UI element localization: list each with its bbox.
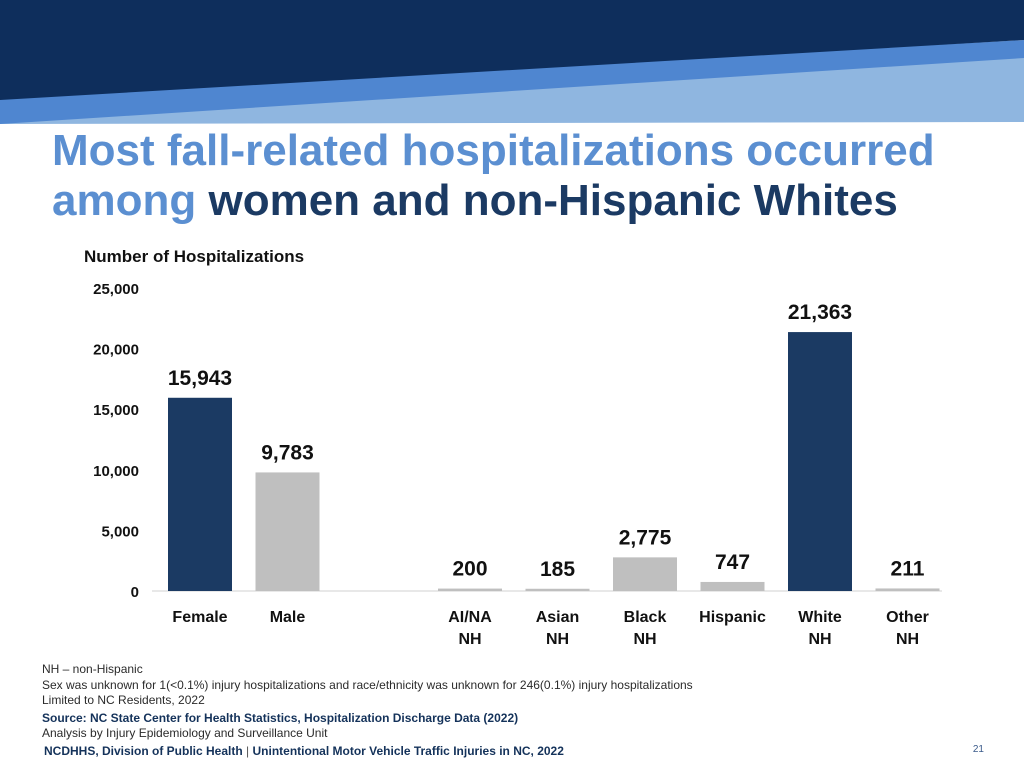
footer-org: NCDHHS, Division of Public Health — [44, 744, 243, 758]
bar-white-nh — [788, 332, 852, 591]
y-tick-label: 10,000 — [93, 463, 139, 480]
header-banner — [0, 0, 1024, 124]
banner-dark-band — [0, 0, 1024, 100]
category-label: NH — [633, 631, 656, 648]
category-label: NH — [458, 631, 481, 648]
bar-hispanic — [700, 581, 765, 591]
value-labels-group: 15,943 9,783 200 185 2,775 747 21,363 211 — [168, 301, 925, 581]
bar-female — [168, 397, 232, 591]
page-number: 21 — [972, 744, 984, 755]
bars-group — [168, 332, 940, 591]
footnotes: NH – non-Hispanic Sex was unknown for 1(… — [42, 662, 982, 742]
y-tick-label: 0 — [131, 584, 139, 601]
note-residents: Limited to NC Residents, 2022 — [42, 693, 205, 707]
category-label: NH — [808, 631, 831, 648]
data-label: 747 — [715, 551, 750, 574]
title-part-2: women and non-Hispanic Whites — [208, 176, 898, 225]
category-label: Asian — [536, 609, 580, 626]
y-tick-label: 25,000 — [93, 281, 139, 298]
banner-mid-stripe — [0, 40, 1024, 124]
data-label: 200 — [452, 558, 487, 581]
category-label: Other — [886, 609, 929, 626]
data-label: 211 — [891, 557, 925, 580]
y-axis-title: Number of Hospitalizations — [84, 247, 304, 266]
category-label: Black — [624, 609, 667, 626]
note-nh-definition: NH – non-Hispanic — [42, 662, 143, 676]
slide-footer: NCDHHS, Division of Public Health | Unin… — [44, 744, 564, 758]
data-label: 9,783 — [261, 441, 314, 464]
bar-black-nh — [613, 557, 677, 591]
category-label: Male — [270, 609, 306, 626]
bar-aina-nh — [438, 588, 502, 591]
bar-other-nh — [875, 588, 940, 591]
bar-asian-nh — [525, 588, 590, 591]
category-label: AI/NA — [448, 609, 492, 626]
note-source: Source: NC State Center for Health Stati… — [42, 710, 519, 725]
slide-title: Most fall-related hospitalizations occur… — [52, 126, 1012, 226]
category-label: White — [798, 609, 842, 626]
y-tick-label: 20,000 — [93, 342, 139, 359]
data-label: 2,775 — [619, 526, 672, 549]
footer-separator: | — [246, 744, 250, 758]
y-tick-label: 15,000 — [93, 402, 139, 419]
y-axis-ticks: 0 5,000 10,000 15,000 20,000 25,000 — [93, 281, 139, 601]
category-label: NH — [546, 631, 569, 648]
footer-report: Unintentional Motor Vehicle Traffic Inju… — [252, 744, 564, 758]
data-label: 15,943 — [168, 367, 232, 390]
y-tick-label: 5,000 — [101, 523, 139, 540]
note-unknown-values: Sex was unknown for 1(<0.1%) injury hosp… — [42, 677, 693, 692]
bar-male — [255, 472, 320, 591]
hospitalizations-bar-chart: Number of Hospitalizations 0 5,000 10,000 1… — [84, 247, 942, 648]
title-part-1: Most fall-related hospitalizations occur… — [52, 126, 935, 225]
data-label: 185 — [540, 558, 575, 581]
category-labels-group: Female Male AI/NA NH Asian NH Black NH Hispanic W… — [172, 609, 928, 648]
note-analysis: Analysis by Injury Epidemiology and Surv… — [42, 726, 328, 740]
category-label: Female — [172, 609, 227, 626]
category-label: NH — [896, 631, 919, 648]
category-label: Hispanic — [699, 609, 766, 626]
data-label: 21,363 — [788, 301, 852, 324]
